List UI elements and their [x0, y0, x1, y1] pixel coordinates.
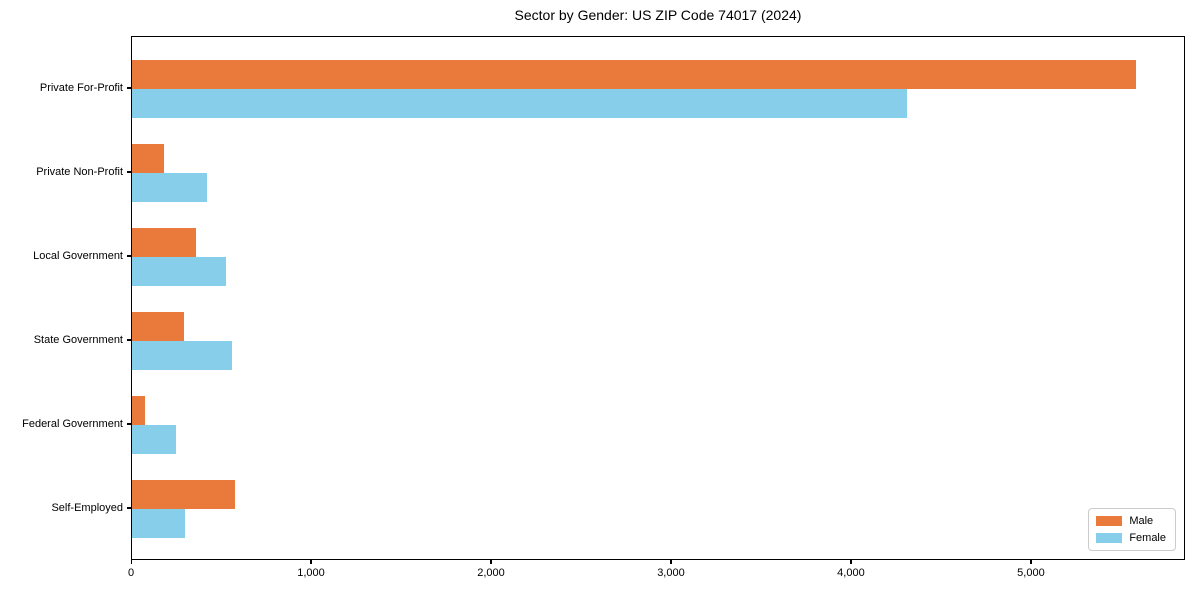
x-tick-mark: [130, 560, 132, 564]
bar-male-6: [132, 480, 235, 509]
x-tick-label: 4,000: [837, 567, 865, 579]
y-tick-mark: [127, 171, 131, 173]
x-tick-label: 1,000: [297, 567, 325, 579]
x-tick-mark: [310, 560, 312, 564]
bar-female-3: [132, 257, 226, 286]
legend-swatch-female: [1096, 533, 1123, 543]
y-tick-label: Self-Employed: [51, 502, 123, 514]
y-tick-label: State Government: [33, 334, 123, 346]
bar-male-1: [132, 60, 1136, 89]
bar-female-4: [132, 341, 232, 370]
legend-label-female: Female: [1129, 532, 1166, 544]
legend-item-female: Female: [1096, 532, 1166, 544]
y-tick-mark: [127, 87, 131, 89]
legend-item-male: Male: [1096, 515, 1166, 527]
bar-female-5: [132, 425, 176, 454]
bar-male-3: [132, 228, 196, 257]
bar-male-4: [132, 312, 184, 341]
bar-male-5: [132, 396, 145, 425]
y-tick-mark: [127, 339, 131, 341]
legend: Male Female: [1088, 508, 1176, 551]
bar-female-2: [132, 173, 207, 202]
bar-female-6: [132, 509, 185, 538]
x-tick-mark: [490, 560, 492, 564]
bar-female-1: [132, 89, 907, 118]
x-tick-mark: [850, 560, 852, 564]
y-tick-label: Private For-Profit: [39, 82, 123, 94]
y-tick-mark: [127, 507, 131, 509]
bar-male-2: [132, 144, 164, 173]
legend-swatch-male: [1096, 516, 1123, 526]
y-tick-label: Federal Government: [22, 418, 123, 430]
chart-title: Sector by Gender: US ZIP Code 74017 (202…: [514, 7, 802, 23]
x-tick-label: 0: [127, 567, 135, 579]
y-tick-label: Local Government: [33, 250, 123, 262]
x-tick-label: 5,000: [1017, 567, 1045, 579]
y-tick-mark: [127, 255, 131, 257]
x-tick-label: 3,000: [657, 567, 685, 579]
x-tick-mark: [670, 560, 672, 564]
x-tick-label: 2,000: [477, 567, 505, 579]
y-tick-label: Private Non-Profit: [36, 166, 123, 178]
x-tick-mark: [1030, 560, 1032, 564]
legend-label-male: Male: [1129, 515, 1154, 527]
y-tick-mark: [127, 423, 131, 425]
plot-area: Male Female: [131, 36, 1185, 560]
